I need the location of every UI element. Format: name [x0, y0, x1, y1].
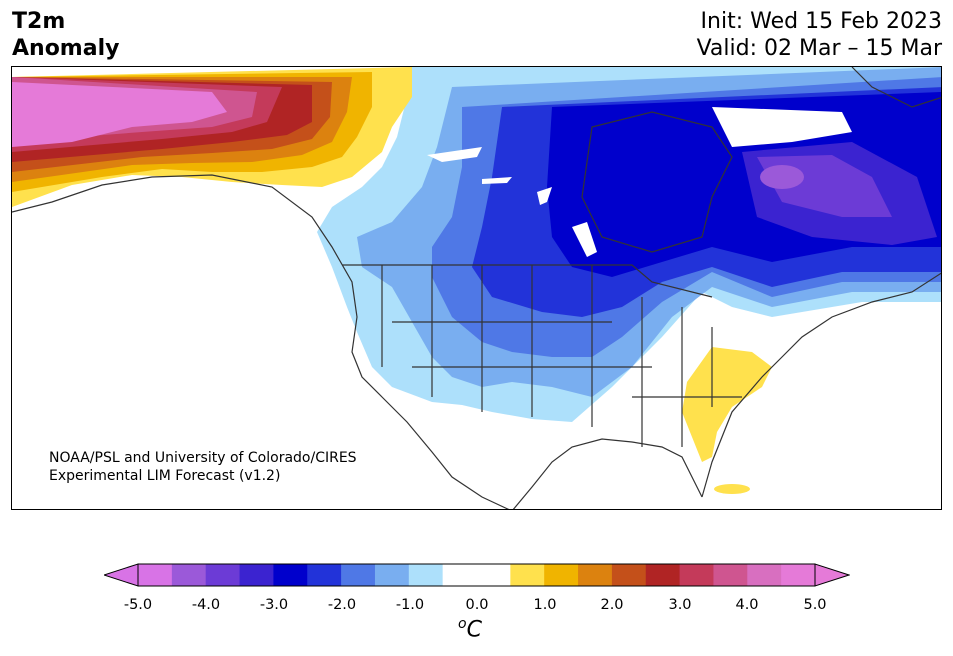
great-bear-lake: [427, 147, 482, 162]
us-canada-border: [342, 264, 713, 298]
colorbar-tick: -3.0: [259, 597, 289, 613]
atlantic-coastline: [701, 272, 941, 498]
credit-text: NOAA/PSL and University of Colorado/CIRE…: [49, 449, 357, 485]
colorbar-tick: 2.0: [600, 597, 624, 613]
title-anomaly: Anomaly: [12, 36, 120, 61]
colorbar-segment: [713, 564, 748, 586]
forecast-dates: Init: Wed 15 Feb 2023 Valid: 02 Mar – 15…: [697, 8, 942, 62]
colorbar: [102, 563, 851, 591]
colorbar-segment: [645, 564, 681, 586]
lake-winnipeg: [537, 187, 552, 205]
colorbar-segment: [374, 564, 410, 586]
colorbar-tick: -2.0: [327, 597, 357, 613]
colorbar-segment: [578, 564, 613, 586]
colorbar-tick: 5.0: [803, 597, 827, 613]
colorbar-over-arrow: [814, 563, 851, 587]
anomaly-region-lavender: [760, 165, 804, 189]
colorbar-ticks: -5.0 -4.0 -3.0 -2.0 -1.0 0.0 1.0 2.0 3.0…: [0, 597, 953, 617]
colorbar-tick: -5.0: [123, 597, 153, 613]
state-lines-east: [632, 297, 742, 447]
credit-line2: Experimental LIM Forecast (v1.2): [49, 468, 281, 484]
anomaly-region-southeast-yellow: [682, 347, 772, 462]
colorbar-unit: oC: [458, 616, 482, 642]
valid-range: Valid: 02 Mar – 15 Mar: [696, 36, 942, 61]
state-lines-west: [381, 265, 652, 427]
colorbar-tick: 1.0: [533, 597, 557, 613]
greenland-edge: [851, 67, 941, 108]
colorbar-segment: [205, 564, 241, 586]
colorbar-tick: -4.0: [191, 597, 221, 613]
colorbar-segment: [307, 564, 342, 586]
colorbar-segment: [273, 564, 308, 586]
unit-letter: C: [466, 617, 482, 643]
colorbar-tick: 4.0: [735, 597, 759, 613]
pacific-coastline: [12, 174, 510, 509]
unit-degree: o: [458, 616, 467, 632]
colorbar-segment: [747, 564, 782, 586]
colorbar-under-arrow: [102, 563, 139, 587]
colorbar-segment: [408, 564, 444, 586]
northern-lake: [572, 222, 597, 257]
colorbar-segment: [476, 564, 511, 586]
map-panel: [11, 66, 942, 510]
colorbar-frame: [137, 563, 816, 587]
coastlines: [12, 67, 941, 509]
great-slave-lake: [482, 177, 512, 184]
colorbar-scale: [102, 563, 851, 587]
anomaly-region-cuba-yellow: [714, 484, 750, 494]
colorbar-segment: [510, 564, 545, 586]
colorbar-tick: -1.0: [395, 597, 425, 613]
colorbar-segment: [171, 564, 207, 586]
init-date: Init: Wed 15 Feb 2023: [700, 9, 942, 34]
colorbar-segment: [442, 564, 477, 586]
colorbar-segment: [781, 564, 816, 586]
colorbar-tick: 0.0: [465, 597, 489, 613]
colorbar-segment: [138, 564, 173, 586]
credit-line1: NOAA/PSL and University of Colorado/CIRE…: [49, 450, 357, 466]
hudson-bay-outline: [581, 111, 733, 253]
colorbar-segment: [544, 564, 579, 586]
title-variable: T2m: [12, 9, 66, 34]
hudson-bay-water: [712, 107, 852, 147]
colorbar-segment: [341, 564, 376, 586]
gulf-coastline: [512, 438, 703, 509]
colorbar-segment: [611, 564, 647, 586]
map-title: T2m Anomaly: [12, 8, 119, 62]
colorbar-segment: [239, 564, 274, 586]
colorbar-segment: [679, 564, 714, 586]
anomaly-region-pink: [12, 82, 227, 147]
anomaly-map: [12, 67, 941, 509]
colorbar-tick: 3.0: [668, 597, 692, 613]
